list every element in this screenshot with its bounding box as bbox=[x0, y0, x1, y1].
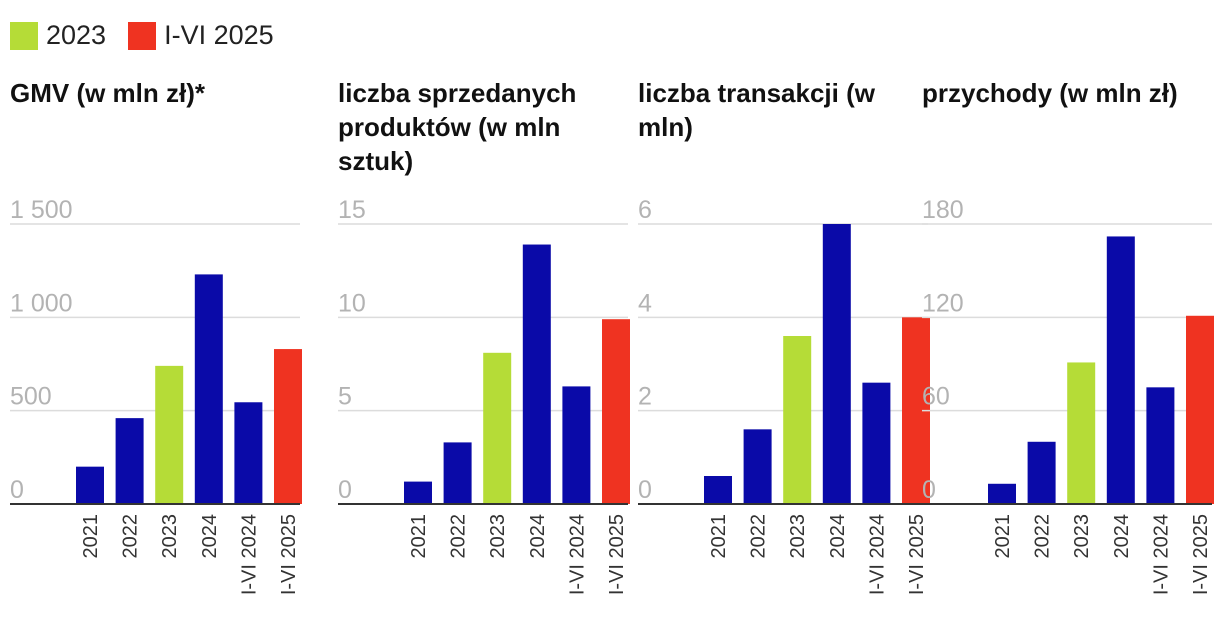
bar-2022 bbox=[1027, 441, 1056, 504]
legend-label-i-vi-2025: I-VI 2025 bbox=[164, 20, 274, 50]
bar-2024 bbox=[1106, 236, 1135, 504]
chart-products-plot: 0 5 10 15 2021 2022 2023 2024 I-VI 2024 I-VI 2025 bbox=[338, 196, 630, 595]
bar-2023 bbox=[483, 352, 512, 504]
x-tick-label: 2024 bbox=[1111, 514, 1133, 559]
y-tick-label: 6 bbox=[638, 196, 652, 224]
y-tick-label: 120 bbox=[922, 289, 964, 317]
chart-title-gmv: GMV (w mln zł)* bbox=[10, 78, 205, 108]
chart-title-products: liczba sprzedanych produktów (w mln sztu… bbox=[338, 78, 577, 176]
bar-i-vi-2025 bbox=[602, 319, 630, 504]
chart-panel-revenue: przychody (w mln zł) 0 60 120 180 2021 2022 20… bbox=[922, 74, 1220, 620]
bar-2021 bbox=[704, 476, 732, 504]
bar-i-vi-2024 bbox=[862, 382, 891, 504]
bar-2023 bbox=[1067, 362, 1096, 504]
y-tick-label: 5 bbox=[338, 383, 352, 411]
legend-swatch-2023 bbox=[10, 21, 38, 50]
chart-panel-gmv: GMV (w mln zł)* 0 500 1 000 1 500 2021 2022 20… bbox=[10, 74, 310, 620]
bar-i-vi-2024 bbox=[562, 386, 591, 504]
bar-2023 bbox=[783, 336, 812, 504]
legend-item-2023: 2023 bbox=[10, 20, 106, 51]
y-tick-label: 60 bbox=[922, 383, 950, 411]
x-tick-label: I-VI 2025 bbox=[1190, 514, 1212, 595]
bar-2021 bbox=[404, 481, 432, 504]
x-tick-label: I-VI 2024 bbox=[566, 514, 588, 595]
bar-2024 bbox=[522, 244, 551, 505]
x-tick-label: 2024 bbox=[527, 514, 549, 559]
y-tick-label: 180 bbox=[922, 196, 964, 224]
chart-title-revenue: przychody (w mln zł) bbox=[922, 78, 1178, 108]
x-tick-label: 2022 bbox=[1032, 514, 1054, 559]
y-tick-label: 2 bbox=[638, 383, 652, 411]
bar-2022 bbox=[743, 429, 772, 504]
legend-swatch-i-vi-2025 bbox=[128, 21, 157, 50]
x-tick-label: 2024 bbox=[827, 514, 849, 559]
y-tick-label: 1 000 bbox=[10, 289, 73, 317]
bar-2022 bbox=[115, 418, 144, 504]
chart-legend: 2023 I-VI 2025 bbox=[10, 20, 296, 51]
chart-revenue-plot: 0 60 120 180 2021 2022 2023 2024 I-VI 2024 I-VI 2… bbox=[922, 196, 1214, 595]
bar-2024 bbox=[194, 274, 223, 504]
bar-i-vi-2024 bbox=[1146, 387, 1175, 504]
x-tick-label: 2021 bbox=[708, 514, 730, 559]
chart-panel-transactions: liczba transakcji (w mln) 0 2 4 6 2021 2022 20… bbox=[638, 74, 938, 620]
x-tick-label: 2021 bbox=[80, 514, 102, 559]
legend-item-i-vi-2025: I-VI 2025 bbox=[128, 20, 274, 51]
chart-title-transactions: liczba transakcji (w mln) bbox=[638, 78, 875, 142]
bar-i-vi-2025 bbox=[1186, 315, 1214, 504]
bar-2024 bbox=[822, 224, 851, 504]
x-tick-label: 2023 bbox=[1071, 514, 1093, 559]
y-tick-label: 10 bbox=[338, 289, 366, 317]
y-tick-label: 4 bbox=[638, 289, 652, 317]
bar-i-vi-2024 bbox=[234, 402, 263, 504]
x-tick-label: 2022 bbox=[120, 514, 142, 559]
x-tick-label: 2023 bbox=[787, 514, 809, 559]
chart-gmv-plot: 0 500 1 000 1 500 2021 2022 2023 2024 I-VI 2024 I… bbox=[10, 196, 302, 595]
chart-panel-products: liczba sprzedanych produktów (w mln sztu… bbox=[338, 74, 638, 620]
x-tick-label: I-VI 2025 bbox=[606, 514, 628, 595]
x-tick-label: 2021 bbox=[992, 514, 1014, 559]
y-tick-label: 500 bbox=[10, 383, 52, 411]
y-tick-label: 0 bbox=[10, 476, 24, 504]
x-tick-label: 2023 bbox=[487, 514, 509, 559]
y-tick-label: 0 bbox=[638, 476, 652, 504]
bar-2023 bbox=[155, 365, 184, 504]
x-tick-label: I-VI 2025 bbox=[906, 514, 928, 595]
x-tick-label: 2021 bbox=[408, 514, 430, 559]
y-tick-label: 0 bbox=[922, 476, 936, 504]
x-tick-label: I-VI 2024 bbox=[866, 514, 888, 595]
x-tick-label: I-VI 2024 bbox=[1150, 514, 1172, 595]
legend-label-2023: 2023 bbox=[46, 20, 107, 50]
x-tick-label: 2022 bbox=[748, 514, 770, 559]
bar-2021 bbox=[988, 483, 1016, 504]
x-tick-label: I-VI 2025 bbox=[278, 514, 300, 595]
bar-i-vi-2025 bbox=[274, 349, 302, 504]
x-tick-label: 2023 bbox=[159, 514, 181, 559]
y-tick-label: 1 500 bbox=[10, 196, 73, 224]
y-tick-label: 0 bbox=[338, 476, 352, 504]
x-tick-label: 2022 bbox=[448, 514, 470, 559]
chart-transactions-plot: 0 2 4 6 2021 2022 2023 2024 I-VI 2024 I-VI 2025 bbox=[638, 196, 930, 595]
y-tick-label: 15 bbox=[338, 196, 366, 224]
x-tick-label: I-VI 2024 bbox=[238, 514, 260, 595]
bar-2021 bbox=[76, 466, 104, 504]
bar-2022 bbox=[443, 442, 472, 504]
x-tick-label: 2024 bbox=[199, 514, 221, 559]
